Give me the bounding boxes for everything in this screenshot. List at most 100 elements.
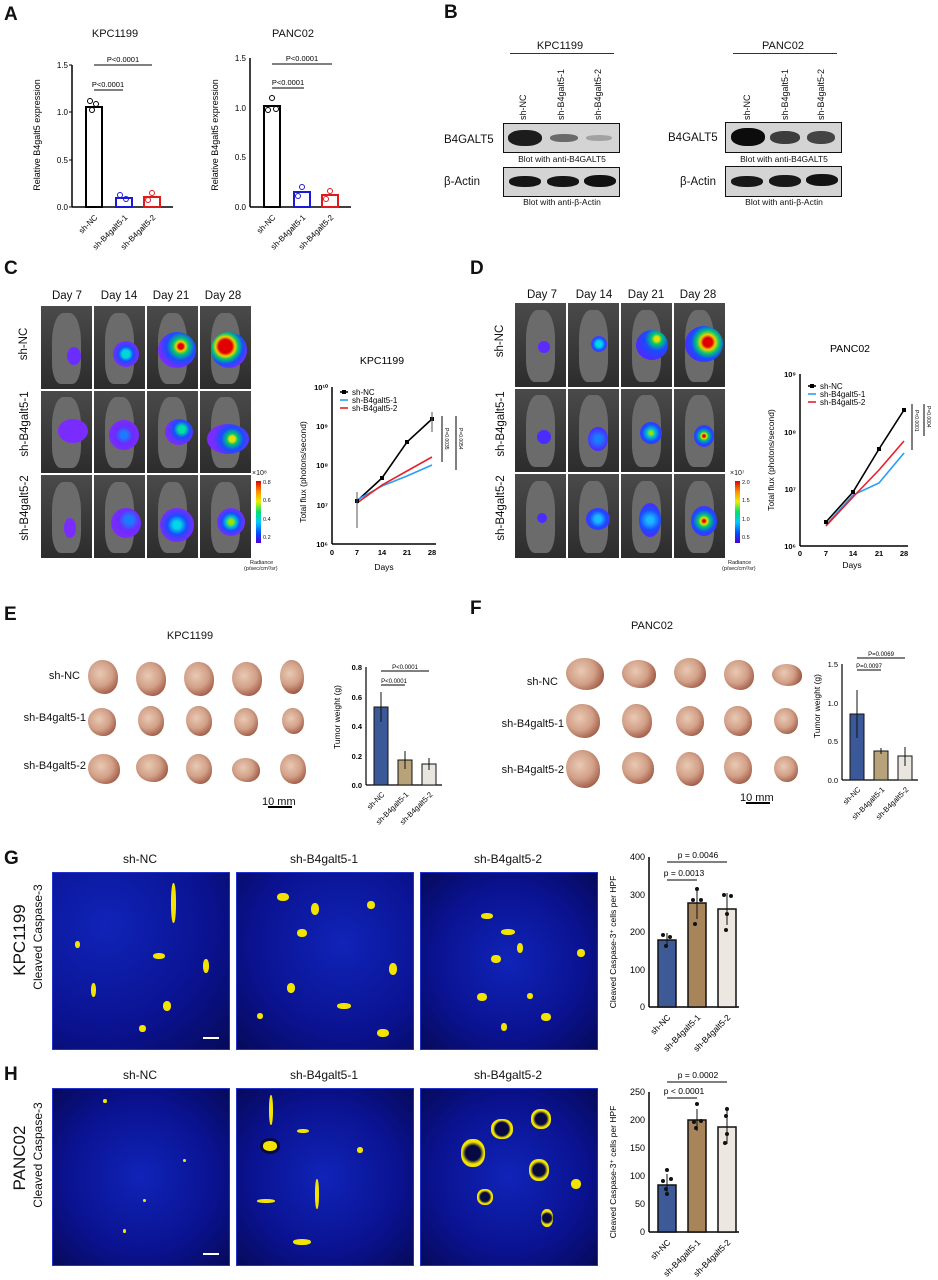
chart-h-bar: Cleaved Caspase-3⁺ cells per HPF 0 50 10…	[608, 1070, 739, 1278]
svg-text:28: 28	[900, 549, 908, 558]
svg-text:P<0.0001: P<0.0001	[272, 78, 304, 87]
e-scale-label: 10 mm	[262, 796, 296, 808]
c-cbar-label: Radiance	[250, 560, 274, 566]
blot2-row-b4galt5: B4GALT5	[668, 132, 718, 144]
svg-text:21: 21	[875, 549, 883, 558]
svg-text:sh-NC: sh-NC	[365, 790, 387, 812]
d-colorbar-exponent: ×10⁷	[730, 470, 745, 477]
d-colorbar	[735, 481, 740, 543]
d-cbar-tick: 0.5	[742, 535, 750, 541]
h-scale-bar	[203, 1253, 219, 1255]
svg-text:p = 0.0046: p = 0.0046	[678, 850, 719, 860]
svg-text:0.5: 0.5	[828, 737, 838, 746]
svg-text:21: 21	[403, 548, 411, 557]
svg-text:p = 0.0013: p = 0.0013	[664, 868, 705, 878]
f-scale-bar	[746, 802, 770, 804]
blot2-lane-1: sh-NC	[742, 94, 752, 120]
blot1-lane-3: sh-B4galt5-2	[593, 68, 603, 120]
e-tumor-photos	[88, 660, 308, 795]
chart-a2-ylabel: Relative B4galt5 expression	[210, 79, 220, 191]
c-row-sh-nc: sh-NC	[18, 327, 30, 361]
d-day-21: Day 21	[627, 289, 665, 301]
c-cbar-tick: 0.6	[263, 498, 271, 504]
f-row-sh-b4galt5-2: sh-B4galt5-2	[501, 764, 564, 776]
chart-f-bar: Tumor weight (g) 0.0 0.5 1.0 1.5 P=0.006…	[812, 652, 918, 821]
f-tumor-photos	[566, 658, 806, 793]
blot1-underline	[510, 53, 614, 54]
svg-text:10⁹: 10⁹	[316, 422, 328, 431]
svg-text:sh-NC: sh-NC	[820, 382, 843, 391]
blot2-lane-3: sh-B4galt5-2	[816, 68, 826, 120]
f-row-sh-b4galt5-1: sh-B4galt5-1	[501, 718, 564, 730]
svg-text:28: 28	[428, 548, 436, 557]
svg-text:P<0.0001: P<0.0001	[107, 55, 139, 64]
blot1-row-actin: β-Actin	[444, 176, 481, 188]
blot2-caption-1: Blot with anti-B4GALT5	[740, 154, 828, 164]
blot2-caption-2: Blot with anti-β-Actin	[745, 197, 823, 207]
blot2-row-actin: β-Actin	[680, 176, 717, 188]
bar-sh-nc	[85, 106, 103, 208]
svg-text:p < 0.0001: p < 0.0001	[664, 1086, 705, 1096]
svg-text:Total flux (photons/second): Total flux (photons/second)	[766, 409, 776, 511]
d-day-14: Day 14	[575, 289, 613, 301]
chart-a2-title: PANC02	[272, 28, 314, 40]
svg-text:0.6: 0.6	[352, 693, 362, 702]
svg-text:Days: Days	[374, 562, 393, 572]
svg-text:sh-B4galt5-2: sh-B4galt5-2	[820, 398, 866, 407]
panel-letter-g: G	[4, 848, 19, 869]
g-row-subtitle: Cleaved Caspase-3	[31, 884, 45, 990]
svg-text:P=0.0069: P=0.0069	[868, 652, 895, 658]
c-cbar-tick: 0.8	[263, 480, 271, 486]
h-row-title: PANC02	[10, 1125, 29, 1191]
svg-text:7: 7	[824, 549, 828, 558]
svg-text:sh-B4galt5-2: sh-B4galt5-2	[352, 404, 398, 413]
svg-text:1.0: 1.0	[57, 108, 69, 117]
h-col-sh-nc: sh-NC	[122, 1068, 157, 1082]
g-if-image-sh-b4galt5-1	[236, 872, 414, 1050]
g-col-sh-b4galt5-1: sh-B4galt5-1	[289, 852, 359, 866]
h-col-sh-b4galt5-2: sh-B4galt5-2	[473, 1068, 543, 1082]
e-row-sh-b4galt5-2: sh-B4galt5-2	[23, 760, 86, 772]
blot1-caption-1: Blot with anti-B4GALT5	[518, 154, 606, 164]
svg-text:1.5: 1.5	[828, 660, 838, 669]
chart-a2: Relative B4galt5 expression 0.0 0.5 1.0 …	[210, 54, 351, 250]
svg-text:sh-NC: sh-NC	[255, 213, 278, 236]
svg-text:14: 14	[378, 548, 387, 557]
svg-text:Days: Days	[842, 560, 861, 570]
blot1-lane-2: sh-B4galt5-1	[556, 68, 566, 120]
c-day-28: Day 28	[204, 290, 242, 302]
svg-text:sh-B4galt5-1: sh-B4galt5-1	[352, 396, 398, 405]
svg-text:0: 0	[640, 1227, 645, 1237]
h-if-image-sh-b4galt5-2	[420, 1088, 598, 1266]
svg-text:10⁶: 10⁶	[784, 542, 796, 551]
c-cbar-tick: 0.2	[263, 535, 271, 541]
chart-g-bar: Cleaved Caspase-3⁺ cells per HPF 0 100 2…	[608, 850, 739, 1053]
g-row-title: KPC1199	[10, 904, 29, 976]
svg-text:p = 0.0002: p = 0.0002	[678, 1070, 719, 1080]
svg-text:P<0.0001: P<0.0001	[913, 410, 919, 432]
svg-text:sh-NC: sh-NC	[841, 785, 863, 807]
svg-text:Cleaved Caspase-3⁺ cells per H: Cleaved Caspase-3⁺ cells per HPF	[608, 1106, 618, 1239]
blot2-title: PANC02	[762, 40, 804, 52]
svg-text:10¹⁰: 10¹⁰	[314, 383, 329, 392]
svg-text:0.2: 0.2	[352, 752, 362, 761]
e-scale-bar	[268, 806, 292, 808]
bar-sh-b4galt5-2	[143, 196, 161, 208]
chart-a1-ylabel: Relative B4galt5 expression	[32, 79, 42, 191]
blot2-actin	[725, 166, 842, 197]
svg-text:300: 300	[630, 890, 645, 900]
svg-text:P<0.0001: P<0.0001	[392, 665, 419, 671]
chart-d-line: PANC02 Total flux (photons/second) 10⁶ 1…	[766, 343, 931, 570]
svg-text:PANC02: PANC02	[830, 343, 870, 355]
svg-text:sh-NC: sh-NC	[352, 388, 375, 397]
svg-text:1.5: 1.5	[235, 54, 247, 63]
svg-text:sh-NC: sh-NC	[648, 1237, 672, 1261]
svg-text:10⁹: 10⁹	[784, 370, 796, 379]
svg-text:sh-B4galt5-1: sh-B4galt5-1	[820, 390, 866, 399]
d-cbar-unit: (p/sec/cm²/sr)	[722, 566, 756, 572]
blot1-b4galt5	[503, 123, 620, 153]
blot1-lane-1: sh-NC	[518, 94, 528, 120]
chart-a1: Relative B4galt5 expression 0.0 0.5 1.0 …	[32, 55, 173, 250]
e-title: KPC1199	[166, 630, 214, 642]
svg-text:0.8: 0.8	[352, 663, 362, 672]
